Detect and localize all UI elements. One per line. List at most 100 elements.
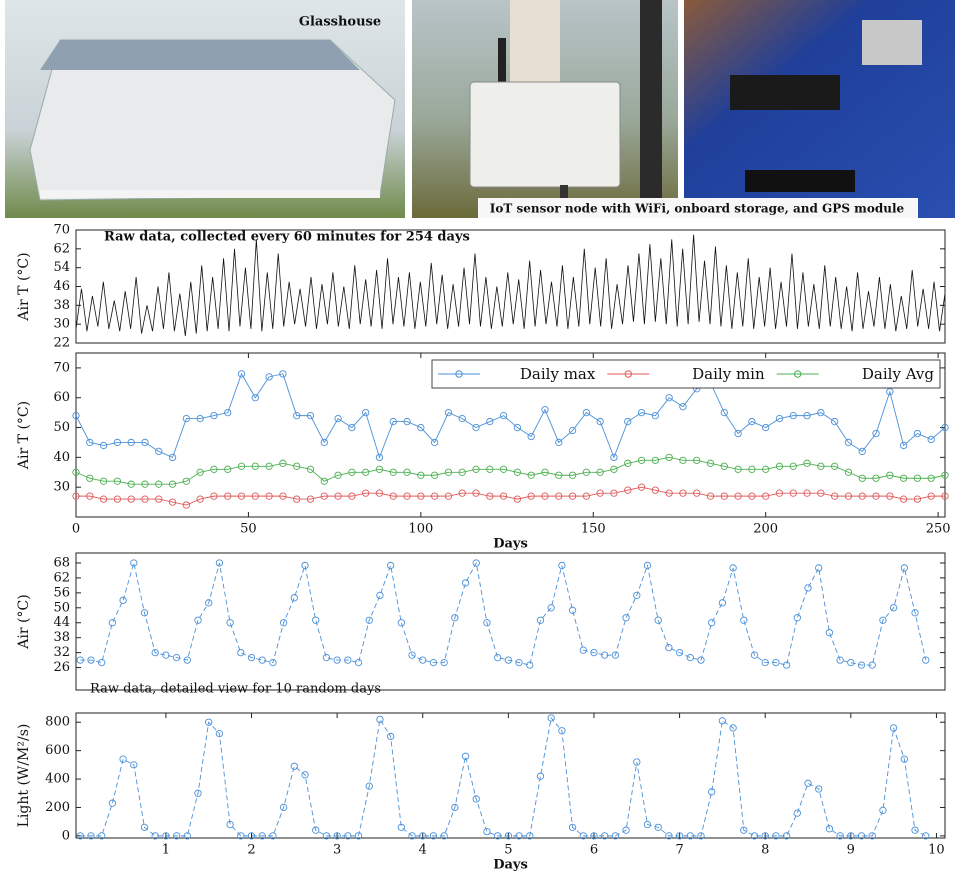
marker: [666, 644, 672, 650]
marker: [120, 597, 126, 603]
legend-label: Daily min: [692, 365, 765, 383]
marker: [313, 617, 319, 623]
marker: [569, 607, 575, 613]
y-tick-label: 30: [53, 480, 70, 495]
marker: [398, 620, 404, 626]
x-tick-label: 250: [926, 522, 951, 537]
y-tick-label: 44: [53, 615, 70, 630]
marker: [794, 615, 800, 621]
y-tick-label: 50: [53, 600, 70, 615]
marker: [387, 562, 393, 568]
marker: [98, 659, 104, 665]
marker: [783, 662, 789, 668]
legend-label: Daily max: [520, 365, 596, 383]
marker: [484, 828, 490, 834]
series-line: [76, 457, 945, 484]
x-tick-label: 2: [247, 843, 255, 858]
photo-glasshouse: [5, 0, 405, 218]
y-tick-label: 62: [53, 570, 70, 585]
x-tick-label: 8: [761, 843, 769, 858]
marker: [377, 592, 383, 598]
marker: [109, 800, 115, 806]
y-tick-label: 70: [53, 223, 70, 238]
y-tick-label: 30: [53, 317, 70, 332]
y-tick-label: 38: [53, 630, 70, 645]
x-tick-label: 9: [847, 843, 855, 858]
y-axis-label: Light (W/M²/s): [16, 724, 32, 828]
y-tick-label: 68: [53, 555, 70, 570]
marker: [848, 659, 854, 665]
photo-sensor: [412, 0, 678, 218]
y-axis-label: Air (°C): [16, 594, 32, 649]
marker: [163, 652, 169, 658]
marker: [719, 600, 725, 606]
marker: [880, 807, 886, 813]
x-tick-label: 7: [675, 843, 683, 858]
marker: [120, 756, 126, 762]
x-tick-label: 50: [240, 522, 257, 537]
marker: [527, 662, 533, 668]
y-tick-label: 62: [53, 241, 70, 256]
marker: [420, 657, 426, 663]
legend-label: Daily Avg: [862, 365, 935, 383]
y-axis-label: Air T (°C): [16, 401, 32, 470]
marker: [227, 620, 233, 626]
x-tick-label: 5: [504, 843, 512, 858]
y-tick-label: 400: [45, 772, 70, 787]
marker: [291, 763, 297, 769]
y-tick-label: 54: [53, 260, 70, 275]
y-tick-label: 0: [62, 828, 70, 843]
marker: [259, 657, 265, 663]
y-tick-label: 70: [53, 360, 70, 375]
y-tick-label: 26: [53, 660, 70, 675]
series-line: [80, 718, 925, 836]
x-tick-label: 1: [162, 843, 170, 858]
marker: [131, 560, 137, 566]
marker: [462, 580, 468, 586]
series-line: [80, 563, 925, 665]
x-tick-label: 0: [72, 522, 80, 537]
photo-board: [684, 0, 955, 218]
x-tick-label: 6: [590, 843, 598, 858]
y-tick-label: 46: [53, 279, 70, 294]
y-tick-label: 56: [53, 585, 70, 600]
marker: [623, 615, 629, 621]
y-tick-label: 32: [53, 645, 70, 660]
y-tick-label: 800: [45, 715, 70, 730]
y-tick-label: 600: [45, 743, 70, 758]
x-tick-label: 150: [581, 522, 606, 537]
y-tick-label: 50: [53, 420, 70, 435]
figure: Glasshouse IoT sensor node with WiFi, on…: [0, 0, 958, 878]
y-tick-label: 38: [53, 298, 70, 313]
plot-frame: [76, 553, 945, 690]
marker: [741, 617, 747, 623]
marker: [687, 654, 693, 660]
marker: [323, 654, 329, 660]
x-axis-label: Days: [493, 537, 528, 552]
marker: [494, 654, 500, 660]
marker: [901, 565, 907, 571]
y-axis-label: Air T (°C): [16, 252, 32, 321]
y-tick-label: 22: [53, 336, 70, 351]
marker: [462, 753, 468, 759]
x-axis-label: Days: [493, 858, 528, 873]
y-tick-label: 60: [53, 390, 70, 405]
annotation: Raw data, detailed view for 10 random da…: [90, 682, 381, 697]
x-tick-label: 4: [419, 843, 427, 858]
marker: [805, 585, 811, 591]
x-tick-label: 3: [333, 843, 341, 858]
plot-frame: [76, 713, 945, 838]
x-tick-label: 100: [408, 522, 433, 537]
y-tick-label: 40: [53, 450, 70, 465]
photo-label: Glasshouse: [299, 15, 381, 30]
marker: [548, 605, 554, 611]
x-tick-label: 10: [928, 843, 945, 858]
marker: [708, 620, 714, 626]
y-tick-label: 200: [45, 800, 70, 815]
chart-title: Raw data, collected every 60 minutes for…: [104, 230, 470, 245]
photo-caption: IoT sensor node with WiFi, onboard stora…: [490, 202, 905, 216]
series-line: [76, 487, 945, 505]
marker: [794, 810, 800, 816]
x-tick-label: 200: [753, 522, 778, 537]
marker: [238, 649, 244, 655]
